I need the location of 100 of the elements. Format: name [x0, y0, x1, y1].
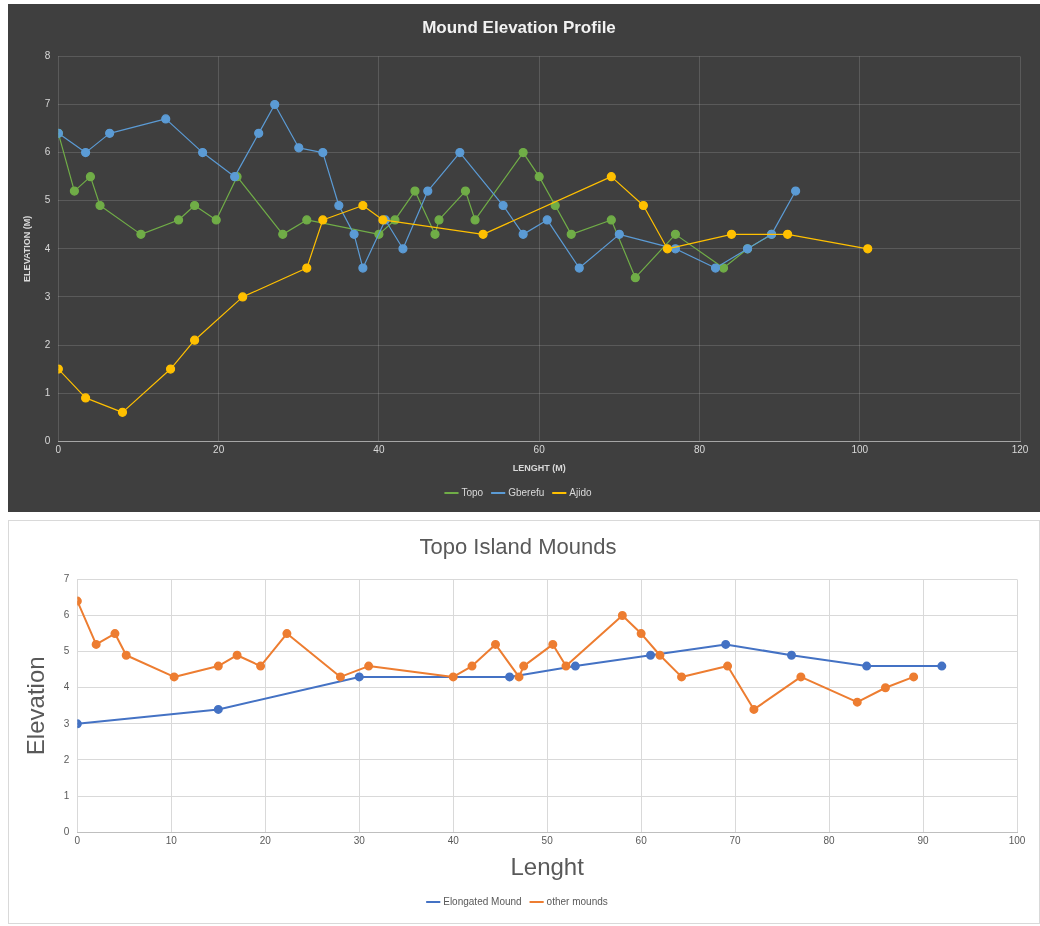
y-tick-label: 1: [44, 386, 51, 398]
point: [282, 629, 292, 639]
point: [335, 672, 345, 682]
y-tick-label: 6: [44, 146, 51, 158]
point: [173, 215, 184, 225]
x-tick-label: 0: [55, 443, 62, 455]
legend-label: Elongated Mound: [443, 895, 522, 907]
point: [213, 661, 223, 671]
point: [786, 650, 796, 660]
point: [518, 148, 528, 158]
point: [95, 200, 105, 211]
point: [518, 229, 528, 239]
point: [606, 215, 616, 225]
point: [302, 215, 312, 225]
point: [410, 186, 420, 196]
point: [491, 639, 500, 649]
point: [909, 672, 919, 682]
point: [169, 672, 179, 682]
point: [514, 672, 524, 682]
point: [721, 639, 731, 649]
point: [460, 186, 471, 196]
y-tick-label: 5: [63, 645, 70, 657]
point: [548, 639, 558, 649]
point: [423, 186, 433, 196]
point: [318, 215, 328, 225]
point: [791, 186, 801, 196]
point: [189, 335, 200, 345]
y-axis-title: ELEVATION (M): [21, 215, 32, 282]
y-tick-label: 3: [63, 717, 70, 729]
x-tick-label: 60: [533, 443, 546, 455]
point: [570, 661, 580, 671]
x-tick-label: 40: [447, 834, 460, 846]
y-tick-label: 4: [63, 681, 70, 693]
point: [91, 639, 101, 649]
point: [318, 148, 328, 158]
point: [81, 148, 91, 158]
point: [519, 661, 529, 671]
y-tick-label: 0: [63, 825, 70, 837]
point: [636, 629, 646, 639]
point: [430, 229, 440, 239]
chart-title: Mound Elevation Profile: [422, 17, 616, 37]
point: [726, 229, 737, 239]
point: [670, 229, 681, 239]
point: [796, 672, 806, 682]
y-tick-label: 5: [44, 194, 51, 206]
y-tick-label: 7: [63, 573, 70, 585]
point: [655, 650, 665, 660]
point: [455, 148, 465, 158]
point: [270, 99, 280, 110]
point: [574, 263, 584, 273]
y-tick-label: 3: [44, 290, 51, 302]
x-tick-label: 10: [165, 834, 178, 846]
point: [534, 172, 544, 182]
x-tick-label: 20: [259, 834, 272, 846]
point: [165, 364, 176, 374]
point: [85, 172, 96, 182]
point: [478, 229, 488, 239]
x-tick-label: 30: [353, 834, 366, 846]
point: [121, 650, 131, 660]
point: [606, 172, 616, 182]
point: [498, 200, 508, 211]
point: [467, 661, 477, 671]
x-axis-title: Lenght: [510, 853, 585, 881]
y-tick-label: 6: [63, 609, 70, 621]
y-tick-label: 8: [44, 50, 51, 62]
point: [863, 244, 873, 254]
point: [161, 114, 171, 124]
legend-label: Gberefu: [508, 486, 545, 498]
x-tick-label: 100: [1008, 834, 1026, 846]
point: [110, 629, 120, 639]
point: [213, 704, 223, 714]
x-tick-label: 120: [1011, 443, 1029, 455]
point: [354, 672, 364, 682]
point: [334, 200, 344, 211]
x-tick-label: 40: [373, 443, 385, 455]
point: [630, 273, 640, 283]
point: [232, 650, 242, 660]
point: [294, 143, 304, 153]
point: [749, 704, 759, 714]
point: [254, 128, 264, 138]
point: [566, 229, 576, 239]
x-tick-label: 70: [729, 834, 742, 846]
x-tick-label: 80: [693, 443, 706, 455]
x-tick-label: 100: [851, 443, 869, 455]
point: [238, 292, 248, 302]
point: [880, 683, 890, 693]
point: [505, 672, 515, 682]
point: [211, 215, 221, 225]
point: [617, 611, 627, 621]
x-tick-label: 80: [823, 834, 836, 846]
point: [278, 229, 288, 239]
point: [662, 244, 672, 254]
x-tick-label: 50: [541, 834, 554, 846]
point: [302, 263, 312, 273]
point: [614, 229, 624, 239]
y-tick-label: 2: [44, 338, 51, 350]
x-tick-label: 20: [213, 443, 225, 455]
point: [398, 244, 408, 254]
point: [723, 661, 733, 671]
y-axis-title: Elevation: [22, 656, 50, 756]
